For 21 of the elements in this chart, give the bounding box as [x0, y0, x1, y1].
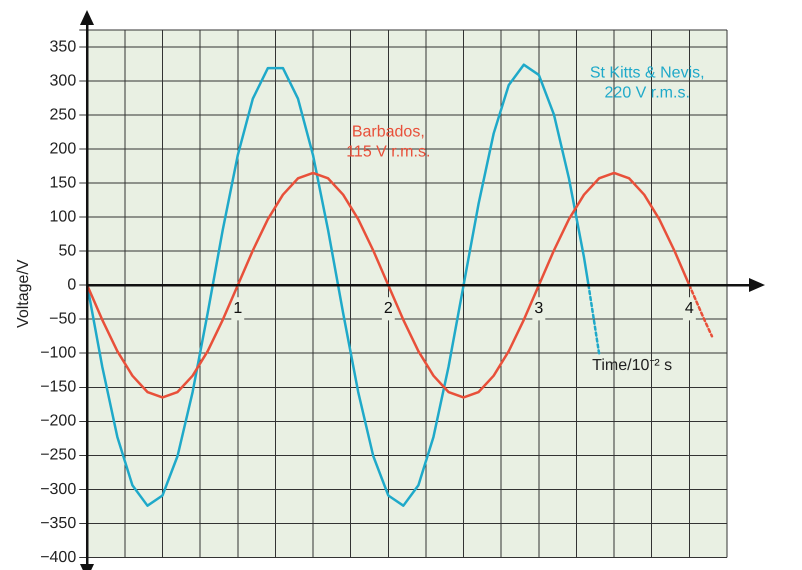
x-tick-label: 1 — [233, 300, 242, 318]
y-tick-label: −350 — [40, 514, 76, 532]
x-tick-label: 3 — [534, 300, 544, 318]
y-tick-label: −250 — [40, 446, 76, 464]
y-tick-label: 250 — [50, 106, 76, 124]
x-tick-label: 2 — [384, 300, 393, 318]
y-tick-label: 0 — [67, 276, 76, 294]
x-tick-label: 4 — [684, 300, 694, 318]
y-tick-label: −200 — [40, 412, 76, 430]
y-tick-label: −50 — [49, 310, 76, 328]
y-tick-label: −150 — [40, 378, 76, 396]
y-axis-title: Voltage/V — [15, 259, 32, 328]
y-tick-label: −100 — [40, 344, 76, 362]
y-tick-label: −400 — [40, 548, 76, 566]
y-tick-label: 350 — [50, 38, 76, 56]
y-tick-label: 50 — [58, 242, 76, 260]
y-tick-label: 300 — [50, 72, 76, 90]
y-tick-label: 150 — [50, 174, 76, 192]
y-tick-label: 100 — [50, 208, 76, 226]
y-tick-label: −300 — [40, 480, 76, 498]
y-tick-label: 200 — [50, 140, 76, 158]
